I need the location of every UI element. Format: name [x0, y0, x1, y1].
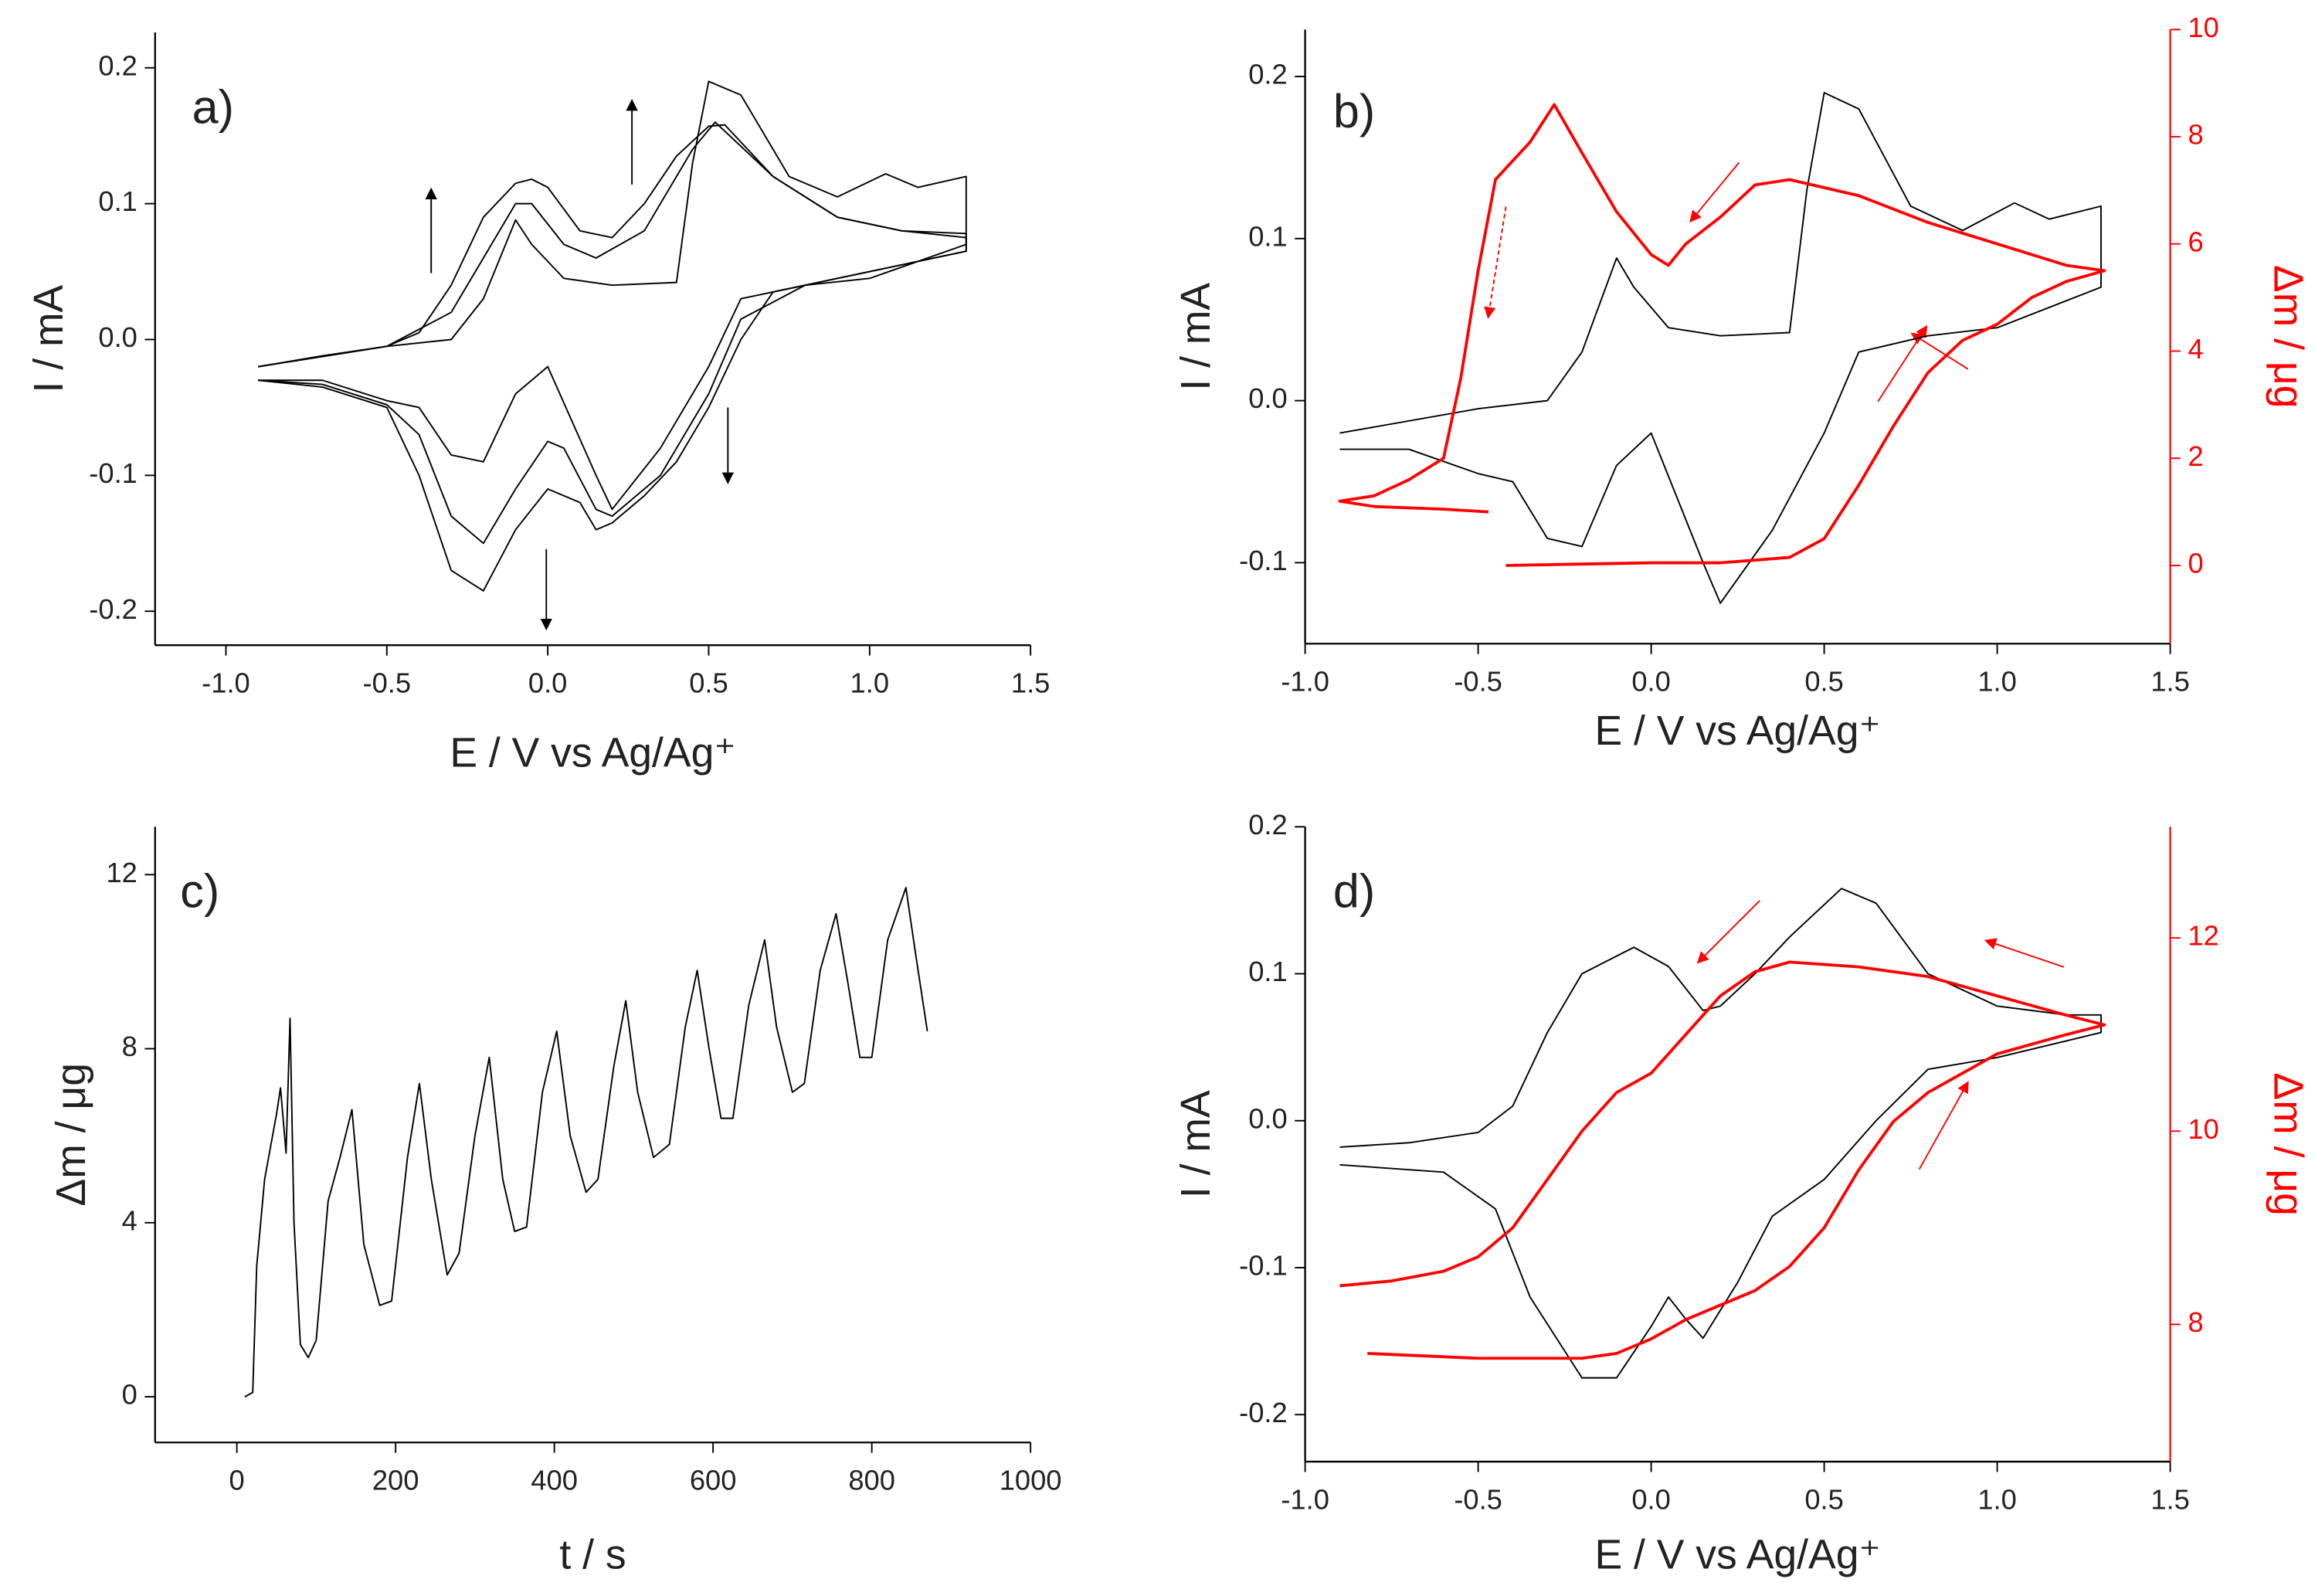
x-tick-label: -1.0: [1281, 665, 1329, 697]
y-tick-label: -0.1: [1239, 1250, 1288, 1282]
x-tick-label: 0.0: [1631, 1483, 1670, 1515]
panel-label: a): [192, 80, 234, 133]
y2-tick-label: 8: [2188, 119, 2204, 151]
x-tick-label: 400: [531, 1464, 578, 1496]
y-tick-label: 0.1: [1248, 956, 1287, 987]
arrow: [1696, 900, 1760, 964]
y-tick-label: 0.1: [1248, 220, 1287, 252]
x-tick-label: -0.5: [363, 667, 412, 698]
y-axis-title: Δm / μg: [49, 1063, 94, 1206]
y-tick-label: 4: [122, 1204, 137, 1236]
x-tick-label: 1.0: [850, 667, 889, 698]
arrow: [1689, 161, 1740, 223]
y2-tick-label: 12: [2188, 920, 2219, 952]
x-tick-label: 800: [848, 1464, 895, 1496]
y-axis-title: I / mA: [1173, 1090, 1219, 1198]
x-tick-label: 1.5: [1011, 667, 1050, 698]
data-line: [1338, 103, 2106, 567]
data-line: [1339, 92, 2102, 604]
x-axis-title: E / V vs Ag/Ag⁺: [450, 731, 735, 776]
x-tick-label: -1.0: [1281, 1483, 1329, 1515]
x-tick-label: 1000: [1000, 1464, 1062, 1496]
y-tick-label: 8: [122, 1031, 137, 1062]
y2-tick-label: 0: [2188, 548, 2204, 579]
arrow: [1910, 332, 1969, 370]
x-axis-title: E / V vs Ag/Ag⁺: [1594, 1532, 1880, 1577]
y-tick-label: 0.2: [98, 49, 137, 81]
y-tick-label: 0.0: [1248, 382, 1287, 414]
x-tick-label: 0.0: [1631, 665, 1670, 697]
y-tick-label: -0.2: [89, 593, 137, 625]
y-tick-label: -0.1: [1239, 545, 1288, 576]
y2-tick-label: 6: [2188, 226, 2204, 257]
y-axis-title: I / mA: [26, 284, 72, 392]
y2-axis-title: Δm / μg: [2266, 1072, 2311, 1215]
y-tick-label: 0.2: [1248, 59, 1287, 90]
y-tick-label: 0.0: [98, 321, 137, 353]
y2-tick-label: 4: [2188, 333, 2204, 365]
x-tick-label: 0.5: [689, 667, 728, 698]
x-tick-label: 0: [229, 1464, 245, 1496]
y2-axis-title: Δm / μg: [2266, 265, 2311, 408]
data-line: [244, 887, 928, 1397]
x-axis-title: t / s: [559, 1532, 626, 1577]
y-tick-label: 0.2: [1248, 809, 1287, 840]
y-tick-label: 0.1: [98, 185, 137, 217]
x-axis-title: E / V vs Ag/Ag⁺: [1594, 708, 1880, 754]
x-tick-label: -1.0: [202, 667, 250, 698]
panel-label: c): [180, 864, 219, 917]
x-tick-label: 0.5: [1804, 665, 1843, 697]
y-tick-label: 0: [122, 1379, 137, 1411]
x-tick-label: 1.5: [2150, 1483, 2189, 1515]
panel-label: b): [1333, 85, 1375, 138]
annotation-arrows: [425, 99, 2065, 1170]
y2-tick-label: 10: [2188, 1113, 2219, 1145]
y2-tick-label: 2: [2188, 440, 2204, 472]
arrow: [1984, 938, 2065, 968]
x-tick-label: 200: [372, 1464, 419, 1496]
y-axis-title: I / mA: [1173, 283, 1219, 391]
x-tick-label: -0.5: [1454, 1483, 1502, 1515]
data-line: [257, 124, 967, 592]
arrow: [1918, 1081, 1969, 1170]
x-tick-label: 1.5: [2150, 665, 2189, 697]
x-tick-label: 0.0: [528, 667, 567, 698]
data-line: [257, 80, 967, 511]
y2-tick-label: 8: [2188, 1306, 2204, 1338]
x-tick-label: 1.0: [1977, 665, 2016, 697]
y2-tick-label: 10: [2188, 12, 2219, 43]
arrow: [1877, 324, 1928, 402]
y-tick-label: -0.1: [89, 457, 137, 489]
x-tick-label: -0.5: [1454, 665, 1502, 697]
panel-label: d): [1333, 864, 1375, 917]
y-tick-label: 12: [106, 857, 137, 888]
y-tick-label: -0.2: [1239, 1397, 1288, 1428]
y-tick-label: 0.0: [1248, 1102, 1287, 1134]
arrow: [1484, 206, 1507, 319]
x-tick-label: 0.5: [1804, 1483, 1843, 1515]
data-line: [1339, 960, 2106, 1360]
x-tick-label: 600: [690, 1464, 737, 1496]
x-tick-label: 1.0: [1977, 1483, 2016, 1515]
